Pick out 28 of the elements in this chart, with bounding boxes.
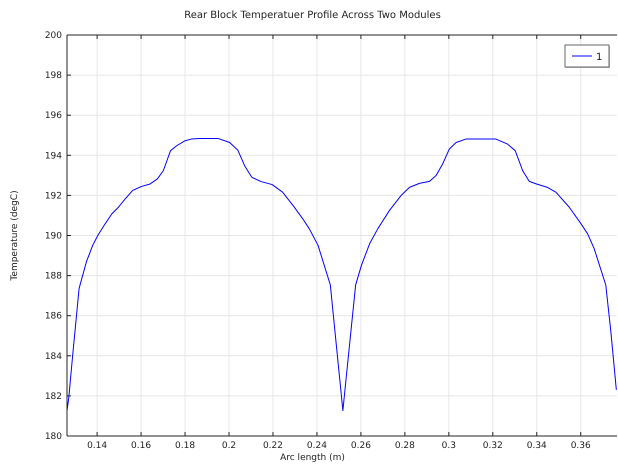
y-tick-label: 198 (44, 71, 62, 82)
y-tick-label: 196 (44, 111, 62, 122)
y-tick-label: 184 (44, 352, 62, 362)
y-tick-label: 192 (44, 191, 62, 202)
x-tick-label: 0.36 (570, 441, 592, 451)
y-tick-label: 200 (44, 31, 62, 41)
y-tick-label: 180 (44, 432, 62, 442)
y-tick-label: 182 (44, 392, 62, 402)
y-tick-label: 186 (44, 312, 62, 322)
x-tick-label: 0.34 (526, 441, 548, 451)
line-series (67, 138, 617, 412)
x-tick-label: 0.3 (442, 441, 456, 451)
x-tick-label: 0.26 (350, 441, 372, 451)
x-tick-label: 0.14 (87, 441, 108, 451)
chart-title: Rear Block Temperatuer Profile Across Two Modules (184, 10, 441, 21)
y-axis-title: Temperature (degC) (10, 190, 20, 282)
y-tick-label: 190 (44, 232, 62, 242)
y-tick-label: 194 (44, 151, 62, 162)
y-tick-label: 188 (44, 272, 62, 282)
x-axis-title: Arc length (m) (280, 453, 345, 463)
x-tick-label: 0.24 (306, 441, 328, 451)
x-tick-label: 0.16 (131, 441, 152, 451)
legend-label: 1 (596, 52, 602, 63)
x-tick-label: 0.28 (394, 441, 416, 451)
x-tick-label: 0.2 (222, 441, 236, 451)
x-tick-label: 0.22 (262, 441, 283, 451)
x-tick-label: 0.32 (482, 441, 503, 451)
x-tick-label: 0.18 (175, 441, 196, 451)
